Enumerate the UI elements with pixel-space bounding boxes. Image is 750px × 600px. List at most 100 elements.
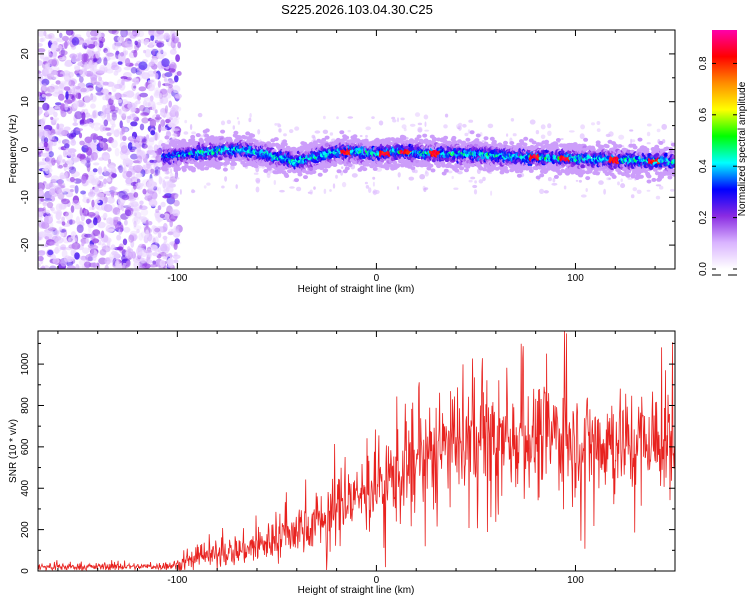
noise-cell [627,177,633,180]
noise-cell [575,179,579,182]
noise-cell [464,132,469,137]
noise-cell [57,127,65,137]
noise-cell [175,54,181,62]
noise-cell [110,244,116,251]
noise-cell [120,113,125,118]
noise-cell [38,262,41,268]
signal-cell [430,168,436,173]
noise-cell [50,175,60,181]
noise-cell [63,143,70,149]
noise-cell [106,177,112,182]
signal-cell [204,166,210,171]
signal-cell [431,137,437,142]
noise-cell [64,102,69,111]
noise-cell [64,79,72,86]
noise-cell [177,41,182,49]
noise-cell [53,50,58,57]
noise-cell [547,123,552,129]
noise-cell [372,181,375,187]
noise-cell [88,225,92,234]
signal-cell [297,172,303,177]
noise-cell [578,179,583,183]
noise-cell [123,226,131,233]
noise-cell [50,133,55,141]
noise-cell [462,123,467,128]
noise-cell [92,110,97,118]
noise-cell [129,113,137,121]
signal-cell [324,142,330,147]
noise-cell [143,249,152,254]
noise-cell [71,199,81,206]
noise-cell [150,130,156,136]
noise-cell [93,125,100,132]
noise-cell [132,93,138,100]
noise-cell [62,159,66,164]
noise-cell [80,255,87,261]
noise-cell [100,230,105,239]
noise-cell [160,243,168,252]
noise-cell [364,181,368,185]
noise-cell [283,133,287,137]
noise-cell [149,118,157,128]
signal-cell [482,167,488,172]
signal-cell [395,163,401,168]
noise-cell [104,107,112,115]
noise-cell [40,37,46,42]
noise-cell [42,168,49,172]
noise-cell [64,150,69,156]
noise-cell [105,228,115,232]
noise-cell [138,61,148,70]
noise-cell [90,37,98,41]
noise-cell [38,48,46,53]
noise-cell [99,124,105,132]
noise-cell [101,243,107,251]
noise-cell [48,151,54,158]
noise-cell [96,70,106,74]
noise-cell [117,99,123,104]
noise-cell [159,259,166,268]
noise-cell [54,246,59,255]
noise-cell [154,87,161,94]
noise-cell [417,122,423,126]
noise-cell [329,132,334,136]
noise-cell [656,128,661,133]
noise-cell [63,211,69,217]
noise-cell [547,130,552,136]
noise-cell [154,145,158,152]
signal-cell [535,175,541,180]
noise-cell [134,164,143,172]
signal-cell [333,160,338,165]
noise-cell [140,231,146,238]
noise-cell [134,40,138,46]
noise-cell [97,166,103,175]
noise-cell [646,142,651,145]
noise-cell [69,189,74,193]
noise-cell [274,123,278,126]
noise-cell [620,178,623,182]
noise-cell [44,137,49,144]
noise-cell [50,207,55,212]
noise-cell [63,163,68,168]
noise-cell [347,116,354,119]
noise-cell [102,170,110,177]
noise-cell [141,244,147,249]
noise-cell [128,168,134,173]
noise-cell [147,259,153,264]
noise-cell [129,125,134,130]
noise-cell [453,187,459,190]
noise-cell [131,131,138,140]
signal-cell [491,164,497,168]
noise-cell [153,132,160,141]
signal-cell [336,169,342,174]
noise-cell [400,117,405,121]
noise-cell [61,35,69,42]
noise-cell [552,177,556,183]
noise-cell [111,139,118,149]
noise-cell [100,138,108,143]
noise-cell [108,53,118,60]
noise-cell [162,222,168,232]
noise-cell [143,49,147,54]
noise-cell [103,191,111,195]
noise-cell [113,216,121,223]
